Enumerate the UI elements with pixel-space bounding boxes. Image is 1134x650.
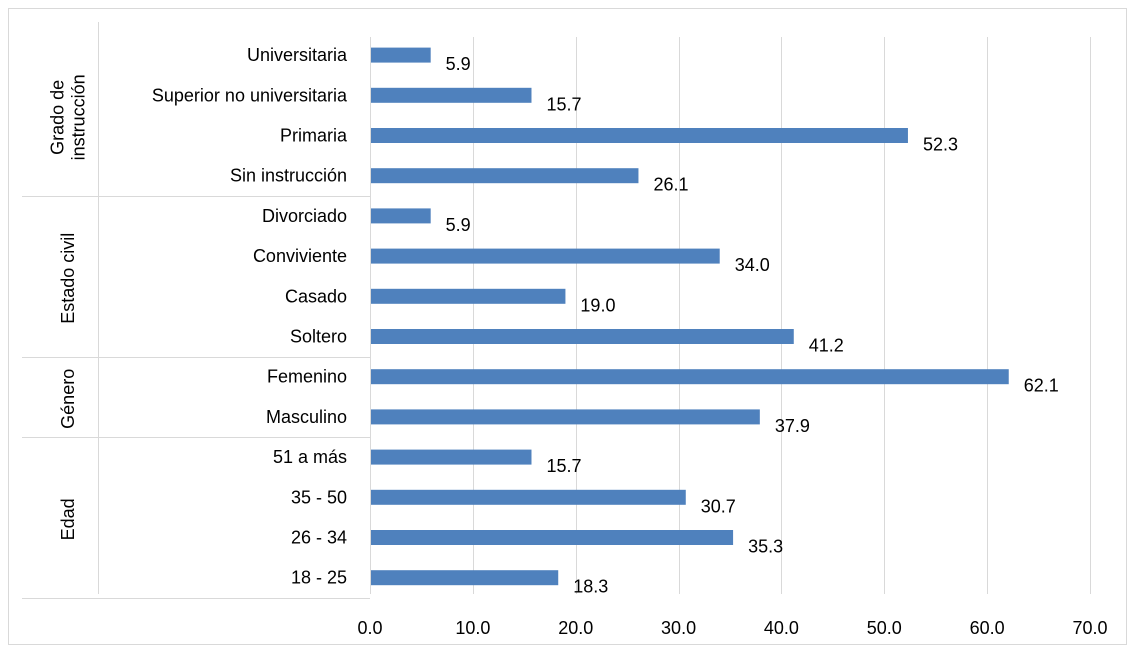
- bar: [371, 449, 532, 465]
- x-tick-label: 0.0: [357, 618, 382, 638]
- category-label: 51 a más: [273, 447, 347, 467]
- category-label: Masculino: [266, 407, 347, 427]
- data-label: 5.9: [446, 215, 471, 235]
- bar: [371, 248, 720, 264]
- bars: [371, 47, 1009, 586]
- category-label: Casado: [285, 286, 347, 306]
- data-label: 34.0: [735, 255, 770, 275]
- data-label: 35.3: [748, 537, 783, 557]
- bar: [371, 530, 734, 545]
- category-axis-separators: [22, 22, 371, 599]
- x-tick-label: 10.0: [455, 618, 490, 638]
- x-tick-label: 70.0: [1072, 618, 1107, 638]
- labels: 0.0 10.0 20.0 30.0 40.0 50.0 60.0 70.0 Universit…: [48, 45, 1108, 638]
- bar: [371, 570, 559, 586]
- category-label: Femenino: [267, 367, 347, 387]
- x-tick-label: 60.0: [970, 618, 1005, 638]
- bar: [371, 288, 566, 304]
- category-label: 35 - 50: [291, 487, 347, 507]
- data-label: 52.3: [923, 135, 958, 155]
- bar: [371, 128, 908, 143]
- group-label: Género: [58, 369, 78, 429]
- x-tick-label: 30.0: [661, 618, 696, 638]
- data-label: 62.1: [1024, 376, 1059, 396]
- bar: [371, 409, 760, 425]
- group-label: Estado civil: [58, 233, 78, 324]
- data-label: 15.7: [546, 94, 581, 114]
- bar: [371, 168, 639, 184]
- category-label: 26 - 34: [291, 528, 347, 548]
- data-label: 26.1: [653, 175, 688, 195]
- group-label: Grado de: [48, 80, 68, 155]
- bar: [371, 369, 1009, 385]
- data-label: 41.2: [809, 336, 844, 356]
- bar: [371, 47, 431, 63]
- data-label: 37.9: [775, 416, 810, 436]
- category-label: Conviviente: [253, 246, 347, 266]
- category-label: Soltero: [290, 327, 347, 347]
- bar: [371, 87, 532, 103]
- category-label: 18 - 25: [291, 568, 347, 588]
- bar: [371, 489, 686, 505]
- category-label: Divorciado: [262, 206, 347, 226]
- x-tick-label: 50.0: [867, 618, 902, 638]
- category-label: Primaria: [280, 126, 348, 146]
- group-label: instrucción: [69, 74, 89, 160]
- group-label: Edad: [58, 498, 78, 540]
- data-label: 5.9: [446, 54, 471, 74]
- bar: [371, 329, 794, 344]
- data-label: 18.3: [573, 577, 608, 597]
- x-tick-label: 40.0: [764, 618, 799, 638]
- x-tick-label: 20.0: [558, 618, 593, 638]
- data-label: 19.0: [580, 295, 615, 315]
- bar: [371, 208, 431, 224]
- category-label: Superior no universitaria: [152, 85, 348, 105]
- category-label: Universitaria: [247, 45, 348, 65]
- category-label: Sin instrucción: [230, 166, 347, 186]
- data-label: 15.7: [546, 456, 581, 476]
- data-label: 30.7: [701, 496, 736, 516]
